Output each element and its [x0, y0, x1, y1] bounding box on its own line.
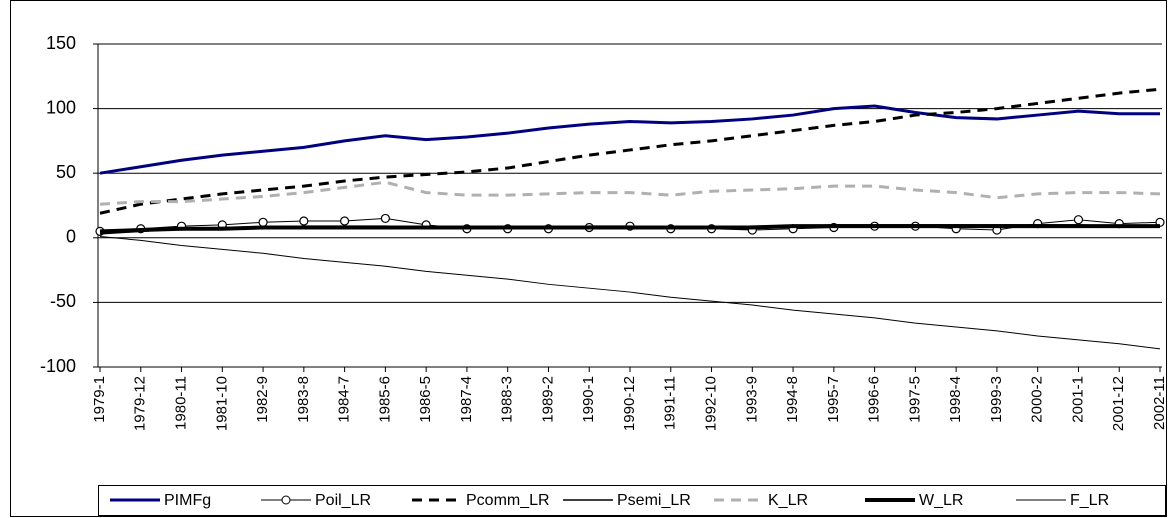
x-tick-label: 1995-7 [825, 376, 842, 423]
series-line [99, 224, 1160, 234]
data-point [380, 213, 390, 224]
x-tick-label: 1984-7 [336, 376, 353, 423]
x-tick-label: 1987-4 [458, 376, 475, 423]
y-tick-label: 0 [66, 227, 76, 247]
x-tick-label: 1994-8 [784, 376, 801, 423]
x-tick-label: 1990-1 [580, 376, 597, 423]
x-tick-label: 1992-10 [703, 376, 720, 431]
legend-label: PIMFg [164, 492, 211, 509]
x-tick-label: 1983-8 [295, 376, 312, 423]
x-tick-label: 1985-6 [376, 376, 393, 423]
series-line [99, 236, 1161, 350]
x-tick-label: 1993-9 [743, 376, 760, 423]
series-line [99, 87, 1161, 215]
x-tick-label: 2000-2 [1029, 376, 1046, 423]
x-tick-label: 1980-11 [173, 376, 190, 430]
x-tick-label: 1988-3 [499, 376, 516, 423]
x-tick-label: 2001-12 [1110, 376, 1127, 431]
legend-marker [281, 495, 291, 505]
data-point [299, 216, 309, 226]
x-tick-label: 1999-3 [988, 376, 1005, 423]
legend-label: F_LR [1070, 492, 1109, 509]
x-tick-label: 1990-12 [621, 376, 638, 431]
x-tick-label: 1979-1 [91, 376, 108, 423]
x-tick-label: 1989-2 [539, 376, 556, 423]
legend-label: K_LR [768, 492, 808, 509]
x-tick-label: 2002-11 [1151, 376, 1168, 430]
x-tick-label: 1986-5 [417, 376, 434, 423]
x-tick-label: 1997-5 [906, 376, 923, 423]
x-tick-label: 1998-4 [947, 376, 964, 423]
legend-label: Poil_LR [315, 492, 371, 509]
legend-label: W_LR [919, 492, 963, 509]
x-tick-label: 1991-11 [662, 376, 679, 430]
y-tick-label: 100 [46, 97, 76, 117]
series-line [99, 180, 1161, 206]
chart-frame [10, 0, 1167, 517]
y-tick-label: -50 [50, 291, 76, 311]
series-line [99, 104, 1160, 175]
data-point [258, 217, 268, 227]
legend-label: Pcomm_LR [466, 492, 550, 509]
x-tick-label: 1979-12 [132, 376, 149, 431]
x-tick-label: 2001-1 [1069, 376, 1086, 423]
x-tick-label: 1982-9 [254, 376, 271, 423]
y-tick-label: 150 [46, 33, 76, 53]
legend-label: Psemi_LR [617, 492, 691, 509]
x-tick-label: 1996-6 [866, 376, 883, 423]
data-point [1073, 215, 1084, 225]
data-point [340, 216, 350, 226]
y-tick-label: -100 [40, 356, 76, 376]
y-tick-label: 50 [56, 162, 76, 182]
x-tick-label: 1981-10 [213, 376, 230, 431]
